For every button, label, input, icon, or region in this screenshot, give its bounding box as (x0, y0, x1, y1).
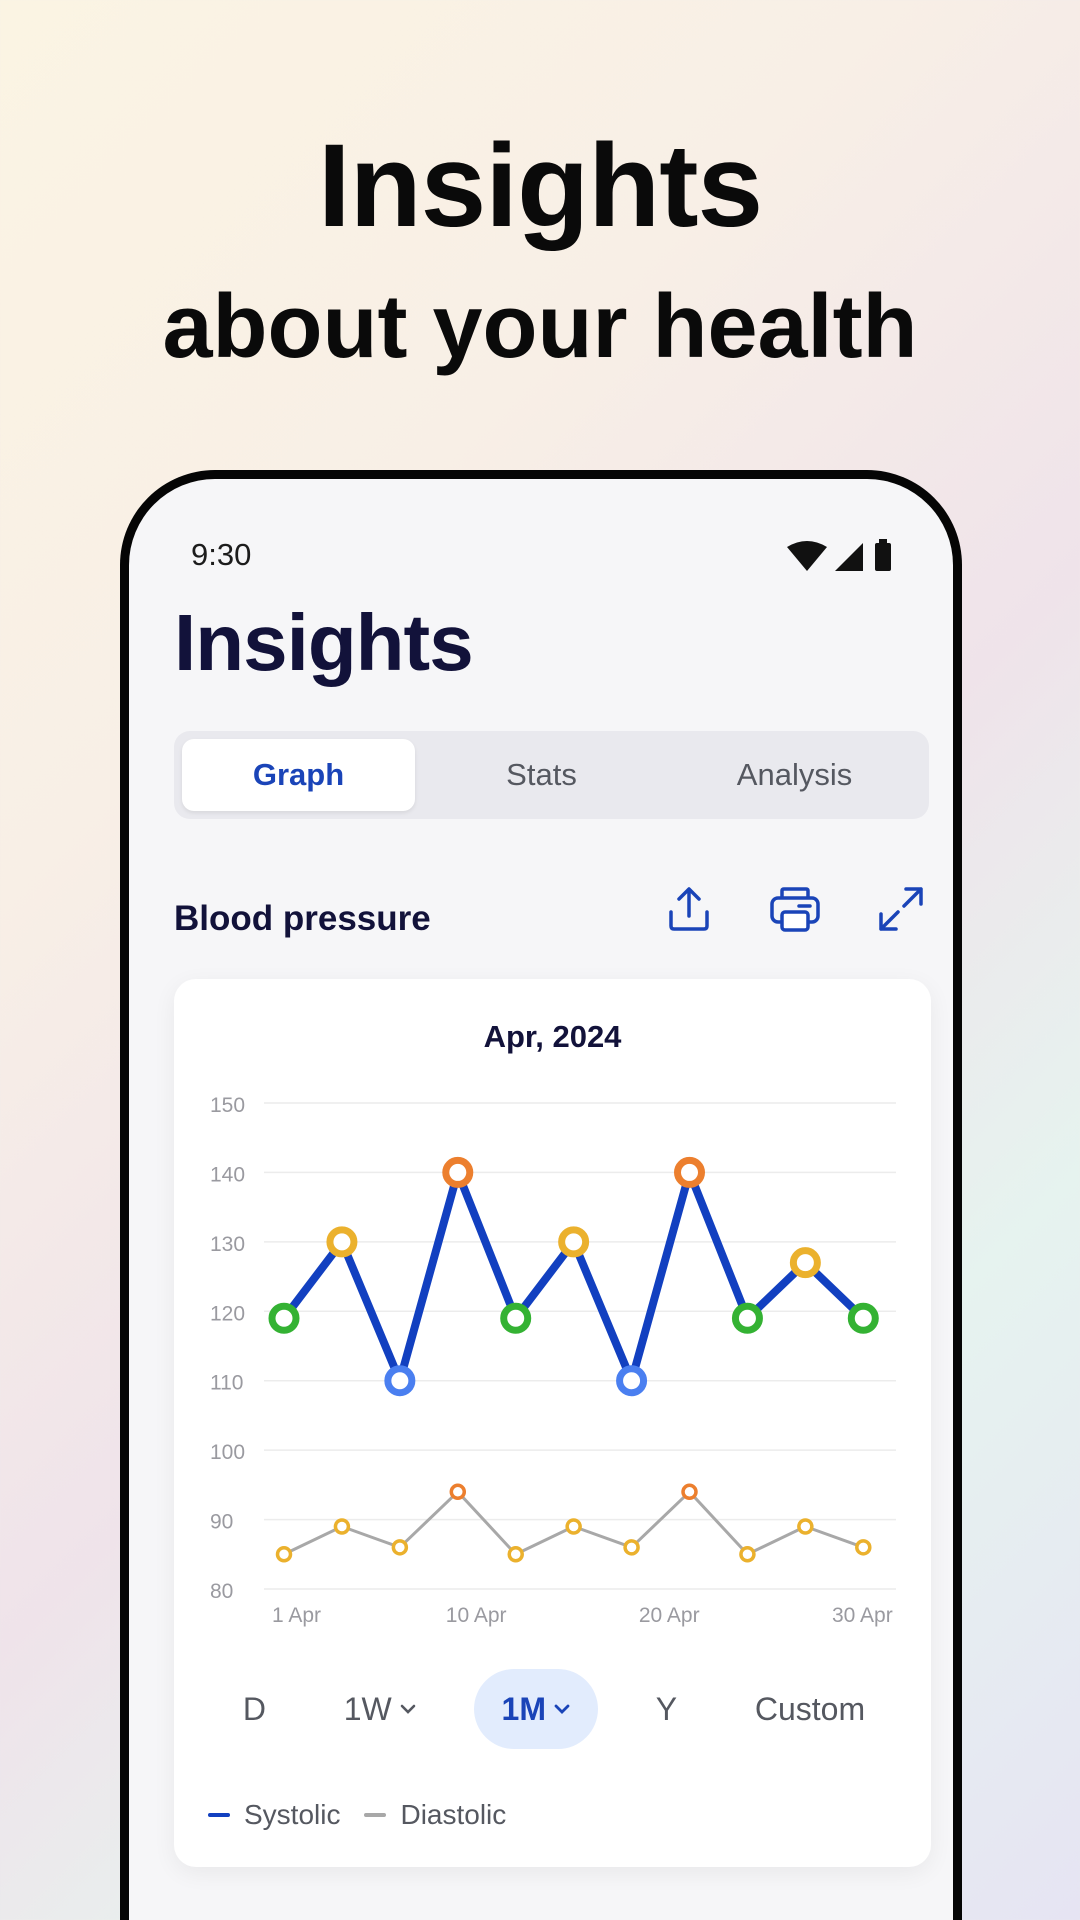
diastolic-point (449, 1483, 467, 1501)
legend-systolic: Systolic (208, 1799, 340, 1831)
y-tick-label: 90 (210, 1511, 233, 1534)
legend-diastolic-swatch (364, 1813, 387, 1817)
legend-systolic-swatch (208, 1813, 230, 1817)
diastolic-point (275, 1546, 293, 1563)
chevron-down-icon (400, 1704, 416, 1714)
view-tabs: Graph Stats Analysis (174, 731, 929, 819)
share-button[interactable] (659, 879, 719, 939)
status-icons (785, 539, 895, 580)
systolic-point (384, 1365, 416, 1397)
expand-icon (879, 887, 923, 931)
range-day-button[interactable]: D (242, 1690, 266, 1727)
systolic-point (268, 1302, 300, 1334)
systolic-point (847, 1302, 879, 1334)
status-time: 9:30 (191, 537, 252, 572)
diastolic-point (565, 1518, 582, 1535)
print-icon (765, 1915, 825, 1920)
hero-title: Insights (317, 120, 763, 252)
diastolic-point (681, 1483, 698, 1501)
phone-frame: 9:30 Insights Graph Stats Analysis Blood… (120, 470, 962, 1920)
chart-title: Apr, 2024 (483, 1019, 622, 1054)
diastolic-point (391, 1539, 409, 1556)
systolic-point (616, 1365, 648, 1397)
battery-icon (875, 543, 891, 571)
legend-diastolic: Diastolic (364, 1799, 506, 1831)
share-icon (669, 887, 709, 931)
page-title: Insights (174, 598, 474, 687)
tab-analysis[interactable]: Analysis (736, 757, 853, 792)
diastolic-point (739, 1546, 756, 1563)
diastolic-point (797, 1518, 814, 1535)
range-custom-button[interactable]: Custom (754, 1690, 866, 1727)
systolic-point (674, 1156, 706, 1188)
systolic-point (789, 1247, 821, 1279)
diastolic-point (855, 1539, 872, 1556)
range-week-button[interactable]: 1W (324, 1669, 436, 1749)
expand-icon (871, 1915, 931, 1920)
range-year-button[interactable]: Y (655, 1690, 678, 1727)
print-icon (770, 887, 820, 932)
x-tick-label: 1 Apr (272, 1604, 321, 1627)
systolic-point (442, 1156, 474, 1188)
x-tick-label: 20 Apr (639, 1604, 700, 1627)
share-icon (659, 1915, 719, 1920)
y-tick-label: 130 (210, 1233, 245, 1256)
diastolic-point (623, 1539, 640, 1556)
range-selector: D 1W 1M Y Custom (204, 1669, 904, 1749)
print-button[interactable] (765, 879, 825, 939)
x-tick-label: 30 Apr (832, 1604, 893, 1627)
y-tick-label: 100 (210, 1441, 245, 1464)
systolic-point (731, 1302, 763, 1334)
signal-icon (835, 543, 863, 571)
range-month-button[interactable]: 1M (473, 1669, 598, 1749)
tab-stats[interactable]: Stats (506, 757, 577, 792)
diastolic-point (507, 1546, 524, 1563)
systolic-point (500, 1302, 532, 1334)
chart-legend: Systolic Diastolic (208, 1799, 506, 1831)
chevron-down-icon (554, 1704, 570, 1714)
y-tick-label: 150 (210, 1094, 245, 1117)
y-tick-label: 110 (210, 1372, 243, 1395)
tab-graph[interactable]: Graph (182, 739, 415, 811)
section-title: Blood pressure (174, 899, 431, 938)
blood-pressure-chart: 150 140 130 120 110 100 90 80 1 Apr 10 Apr 20 Apr 3… (210, 1094, 896, 1627)
wifi-icon (787, 541, 827, 571)
systolic-point (326, 1226, 358, 1258)
hero-subtitle: about your health (162, 277, 918, 377)
diastolic-point (333, 1518, 351, 1535)
y-tick-label: 140 (210, 1163, 245, 1186)
expand-button[interactable] (871, 879, 931, 939)
chart-card: Apr, 2024 150 140 130 120 110 100 90 80 1 Apr 10 … (174, 979, 931, 1867)
y-tick-label: 120 (210, 1302, 245, 1325)
x-tick-label: 10 Apr (446, 1604, 507, 1627)
systolic-point (558, 1226, 590, 1258)
systolic-line (280, 1168, 868, 1385)
y-tick-label: 80 (210, 1580, 233, 1603)
